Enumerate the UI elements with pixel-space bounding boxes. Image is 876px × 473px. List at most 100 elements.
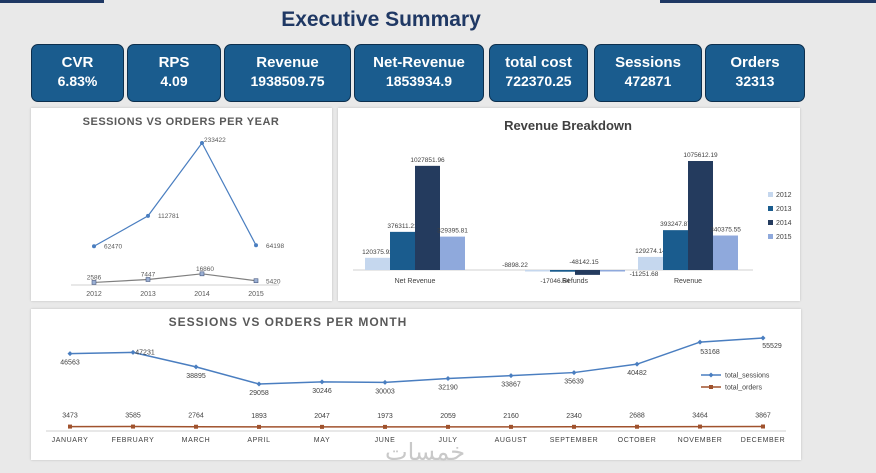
bar-2013 <box>550 270 575 272</box>
data-label: 112781 <box>158 213 180 220</box>
data-label: 2340 <box>566 413 582 420</box>
x-tick-label: 2014 <box>194 291 210 298</box>
x-tick-label: Refunds <box>562 278 589 285</box>
data-point <box>698 424 702 429</box>
kpi-value: 472871 <box>624 73 672 89</box>
data-label: 46563 <box>60 360 80 367</box>
data-point <box>257 424 261 429</box>
legend-label: 2014 <box>776 220 792 227</box>
data-label: 47231 <box>135 349 155 356</box>
data-label: -8898.22 <box>502 262 528 269</box>
kpi-card-total-cost: total cost 722370.25 <box>489 44 588 102</box>
x-tick-label: 2015 <box>248 291 264 298</box>
bar-2012 <box>638 256 663 270</box>
data-point <box>91 280 97 285</box>
chart-title: Revenue Breakdown <box>504 118 632 133</box>
data-point <box>145 277 151 282</box>
data-point <box>254 243 258 248</box>
bar-2012 <box>525 270 550 272</box>
data-label: 1075612.19 <box>683 152 718 159</box>
data-label: 1027851.96 <box>410 157 445 164</box>
legend-swatch <box>768 234 773 239</box>
kpi-card-net-revenue: Net-Revenue 1853934.9 <box>354 44 484 102</box>
data-point <box>383 424 387 429</box>
data-label: 2688 <box>629 413 645 420</box>
data-label: 38895 <box>186 373 206 380</box>
data-point <box>256 381 262 387</box>
data-label: 340375.55 <box>710 227 741 234</box>
bar-2013 <box>390 231 415 270</box>
data-point <box>146 213 150 218</box>
x-tick-label: 2013 <box>140 291 156 298</box>
x-tick-label: Net Revenue <box>395 278 436 285</box>
data-label: 30003 <box>375 388 395 395</box>
kpi-label: total cost <box>505 54 572 71</box>
sessions-orders-year-chart: SESSIONS VS ORDERS PER YEAR 2012 2013 2014 2… <box>71 116 284 298</box>
data-point <box>193 364 199 370</box>
x-tick-label: SEPTEMBER <box>550 437 599 444</box>
data-label: 2586 <box>87 274 102 281</box>
data-point <box>200 141 204 145</box>
legend-swatch <box>768 220 773 225</box>
kpi-value: 1853934.9 <box>385 73 453 89</box>
series-line-sessions <box>93 141 257 247</box>
x-tick-label: Revenue <box>674 278 702 285</box>
data-label: 393247.87 <box>660 221 691 228</box>
data-label: 2047 <box>314 413 330 420</box>
data-label: 5420 <box>266 279 281 286</box>
kpi-card-cvr: CVR 6.83% <box>31 44 124 102</box>
kpi-value: 1938509.75 <box>250 73 325 89</box>
kpi-card-orders: Orders 32313 <box>705 44 805 102</box>
data-label: 30246 <box>312 388 332 395</box>
x-tick-label: NOVEMBER <box>678 437 723 444</box>
data-point <box>634 361 640 367</box>
x-tick-label: MARCH <box>182 437 211 444</box>
sessions-orders-month-chart: SESSIONS VS ORDERS PER MONTH JANUARY FEBRU… <box>46 315 786 444</box>
data-point <box>194 424 198 429</box>
x-tick-label: 2012 <box>86 291 102 298</box>
kpi-label: Orders <box>730 54 780 71</box>
kpi-value: 6.83% <box>57 73 98 89</box>
data-point <box>382 379 388 385</box>
bar-2014 <box>575 270 600 275</box>
data-point <box>508 373 514 379</box>
data-point <box>571 370 577 376</box>
data-label: 55529 <box>762 343 782 350</box>
legend-label: 2013 <box>776 206 792 213</box>
data-label: 1973 <box>377 413 393 420</box>
kpi-label: RPS <box>158 54 190 71</box>
data-label: 120375.92 <box>362 249 393 256</box>
kpi-value: 32313 <box>735 73 775 89</box>
page-title: Executive Summary <box>281 8 481 31</box>
data-label: 53168 <box>700 349 720 356</box>
kpi-label: Revenue <box>256 54 319 71</box>
data-label: 16860 <box>196 266 214 273</box>
data-point <box>572 424 576 429</box>
data-label: 64198 <box>266 243 284 250</box>
series-line-orders <box>93 273 257 284</box>
data-label: 3585 <box>125 413 141 420</box>
data-point <box>761 424 765 429</box>
data-point <box>320 424 324 429</box>
revenue-breakdown-chart: Revenue Breakdown 120375.92 376311.21 10278… <box>353 118 792 285</box>
bar-2015 <box>440 236 465 270</box>
bar-2015 <box>600 270 625 272</box>
kpi-label: Sessions <box>615 54 681 71</box>
x-tick-label: APRIL <box>247 437 270 444</box>
data-point <box>635 424 639 429</box>
data-label: 33867 <box>501 382 521 389</box>
data-label: 2764 <box>188 413 204 420</box>
x-tick-label: JUNE <box>375 437 396 444</box>
data-point <box>131 424 135 429</box>
data-point <box>760 335 766 341</box>
legend-label: total_sessions <box>725 373 770 380</box>
legend-label: total_orders <box>725 385 762 392</box>
data-label: 32190 <box>438 385 458 392</box>
data-point <box>445 376 451 382</box>
legend-label: 2015 <box>776 234 792 241</box>
x-tick-label: DECEMBER <box>741 437 785 444</box>
data-label: 40482 <box>627 370 647 377</box>
data-label: 376311.21 <box>387 223 418 230</box>
bar-2015 <box>713 235 738 270</box>
data-point <box>697 339 703 345</box>
